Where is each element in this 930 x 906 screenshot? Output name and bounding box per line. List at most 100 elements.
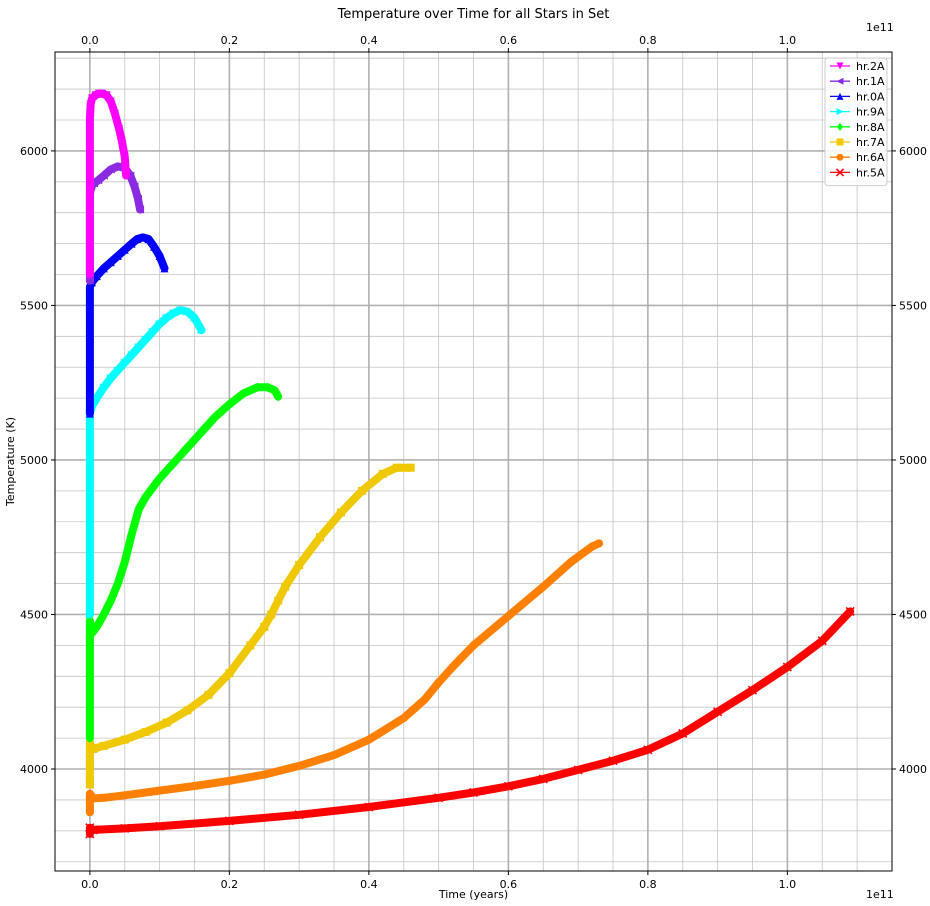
series-centerline-hr-6a [89, 542, 600, 813]
data-point-hr-7a [336, 508, 345, 517]
data-point-hr-6a [434, 678, 443, 687]
data-point-hr-6a [85, 808, 94, 817]
data-point-hr-8a [88, 628, 96, 638]
data-point-hr-6a [330, 751, 338, 760]
data-point-hr-6a [364, 735, 373, 744]
data-point-hr-5a [817, 636, 827, 646]
data-point-hr-8a [121, 557, 128, 567]
data-point-hr-0a [99, 264, 108, 273]
data-point-hr-7a [392, 463, 401, 472]
data-point-hr-7a [246, 641, 255, 650]
data-point-hr-8a [156, 473, 163, 484]
data-point-hr-5a [120, 823, 130, 833]
data-point-hr-2a [85, 177, 94, 186]
data-point-hr-8a [100, 609, 108, 620]
data-point-hr-9a [113, 366, 122, 375]
data-point-hr-5a [747, 685, 758, 695]
legend-item-hr-7a: hr.7A [830, 136, 885, 149]
legend-item-hr-5a: hr.5A [830, 166, 885, 179]
data-point-hr-7a [406, 463, 415, 472]
data-point-hr-7a [204, 690, 213, 699]
legend: hr.2A hr.1A hr.0A hr.9A hr.8A hr.7A hr.6A hr.5A [824, 57, 888, 187]
y-tick-label-right: 4500 [899, 608, 927, 621]
data-point-hr-0a [85, 332, 94, 341]
data-point-hr-9a [155, 319, 164, 328]
data-point-hr-6a [89, 794, 98, 803]
data-point-hr-2a [122, 171, 131, 180]
data-point-hr-0a [106, 258, 115, 267]
data-point-hr-7a [120, 735, 129, 744]
x-tick-label-bottom: 0.0 [81, 878, 99, 891]
plot-area-frame [54, 51, 893, 872]
data-point-hr-9a [141, 335, 150, 344]
data-point-hr-6a [260, 770, 269, 779]
data-point-hr-9a [120, 358, 129, 367]
data-point-hr-8a [226, 399, 233, 410]
y-tick-label-right: 4000 [899, 763, 927, 776]
data-point-hr-6a [504, 612, 513, 621]
data-point-hr-6a [190, 782, 199, 791]
legend-marker [837, 122, 843, 131]
data-point-hr-9a [169, 309, 178, 318]
data-point-hr-1a [90, 179, 99, 188]
data-point-hr-9a [148, 327, 157, 336]
x-tick-label-bottom: 0.6 [500, 878, 518, 891]
data-point-hr-8a [198, 427, 205, 437]
data-point-hr-8a [93, 622, 101, 632]
y-tick-label-right: 5500 [899, 299, 927, 312]
data-point-hr-0a [144, 234, 153, 243]
data-point-hr-8a [170, 458, 177, 468]
data-point-hr-7a [183, 706, 192, 715]
data-point-hr-2a [87, 94, 96, 103]
data-point-hr-8a [271, 385, 278, 396]
data-point-hr-1a [99, 171, 108, 180]
data-point-hr-8a [184, 442, 191, 453]
data-point-hr-6a [399, 714, 408, 723]
legend-item-hr-9a: hr.9A [830, 106, 885, 119]
x-tick-label-top: 0.0 [81, 34, 99, 47]
data-point-hr-5a [294, 810, 304, 820]
data-point-hr-5a [573, 765, 583, 775]
data-point-hr-6a [225, 776, 234, 785]
data-point-hr-9a [183, 307, 192, 316]
data-point-hr-2a [110, 109, 119, 118]
data-point-hr-8a [212, 411, 219, 422]
legend-label: hr.8A [856, 121, 885, 134]
data-point-hr-6a [120, 791, 129, 800]
data-point-hr-2a [86, 100, 95, 109]
data-point-hr-2a [115, 125, 124, 134]
data-point-hr-2a [85, 270, 94, 279]
data-point-hr-7a [267, 610, 276, 619]
legend-marker [835, 168, 845, 177]
y-tick-label-left: 6000 [20, 145, 48, 158]
y-tick-label-left: 5000 [20, 454, 48, 467]
legend-marker [836, 153, 844, 161]
series-hr-5a [85, 606, 855, 839]
data-point-hr-7a [141, 727, 150, 736]
data-point-hr-8a [114, 578, 121, 589]
data-point-hr-6a [595, 539, 604, 548]
data-point-hr-7a [162, 718, 171, 727]
data-point-hr-7a [85, 755, 94, 764]
data-point-hr-1a [136, 205, 145, 214]
series-hr-6a [85, 539, 604, 817]
data-point-hr-2a [102, 91, 111, 100]
data-point-hr-2a [120, 153, 129, 162]
data-point-hr-5a [713, 707, 723, 717]
data-point-hr-0a [155, 251, 164, 260]
x-tick-label-bottom: 0.4 [360, 878, 378, 891]
data-point-hr-7a [357, 486, 366, 495]
data-point-hr-0a [150, 242, 159, 251]
data-point-hr-1a [94, 176, 103, 185]
data-point-hr-7a [85, 740, 94, 749]
x-offset-label-top: 1e11 [866, 21, 894, 34]
y-tick-label-left: 4000 [20, 763, 48, 776]
data-point-hr-8a [264, 382, 271, 393]
data-point-hr-7a [378, 469, 387, 478]
data-point-hr-5a [364, 802, 374, 812]
x-tick-label-bottom: 0.2 [221, 878, 239, 891]
data-point-hr-1a [106, 165, 115, 174]
x-offset-label-bottom: 1e11 [866, 888, 894, 901]
x-tick-label-top: 0.2 [221, 34, 239, 47]
data-point-hr-5a [88, 825, 98, 835]
